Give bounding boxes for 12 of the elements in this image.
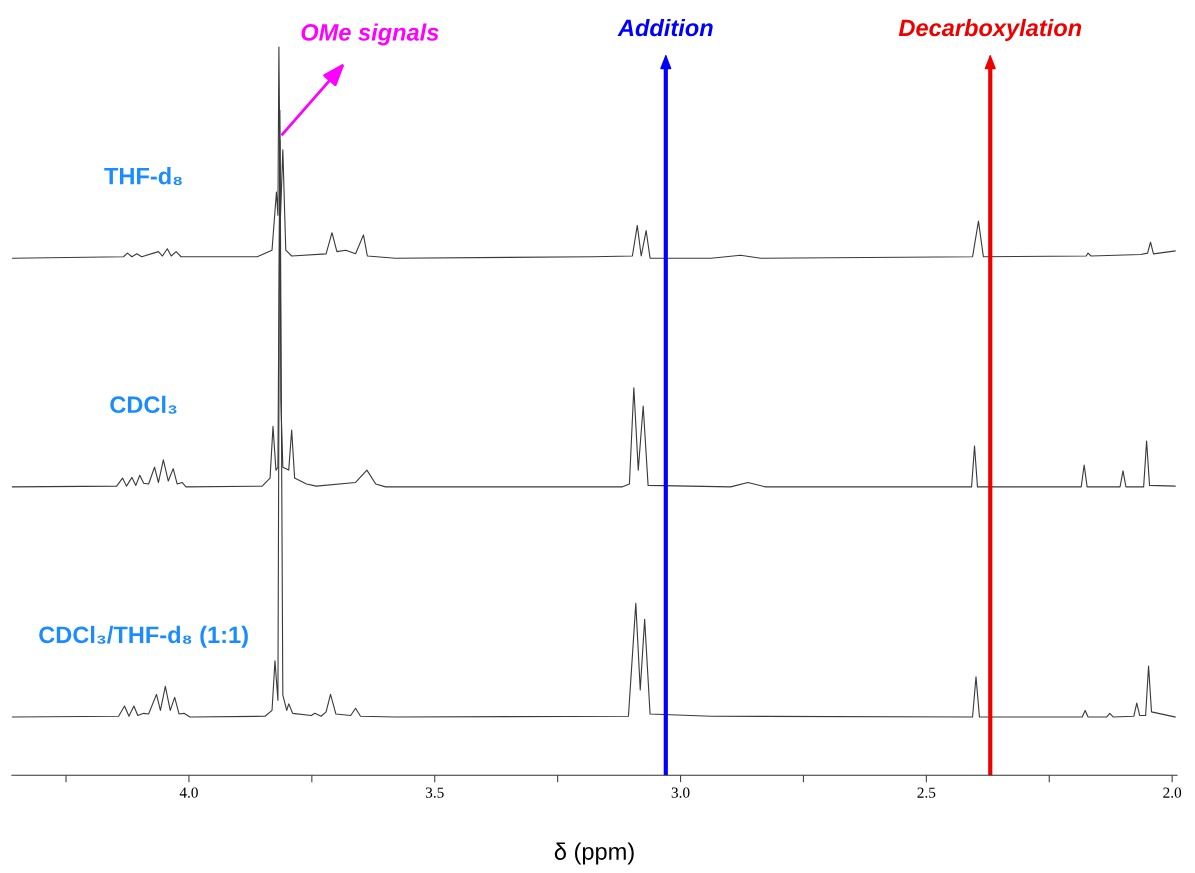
x-tick-label: 4.0 — [179, 787, 198, 798]
x-tick-label: 2.5 — [917, 787, 936, 798]
text: CDCl₃ — [110, 395, 177, 414]
text: THF-d₈ — [104, 167, 182, 186]
x-tick-label: 2.0 — [1163, 787, 1182, 798]
series-label: CDCl₃/THF-d₈ (1:1) — [39, 625, 248, 648]
x-tick-label: 3.0 — [671, 787, 690, 798]
x-tick-label: 3.5 — [425, 787, 444, 798]
x-axis-title: δ (ppm) — [554, 842, 634, 865]
ref-line-label: Addition — [617, 18, 713, 37]
ref-line-label: Decarboxylation — [898, 18, 1082, 41]
annotation: OMe signals — [301, 23, 439, 46]
